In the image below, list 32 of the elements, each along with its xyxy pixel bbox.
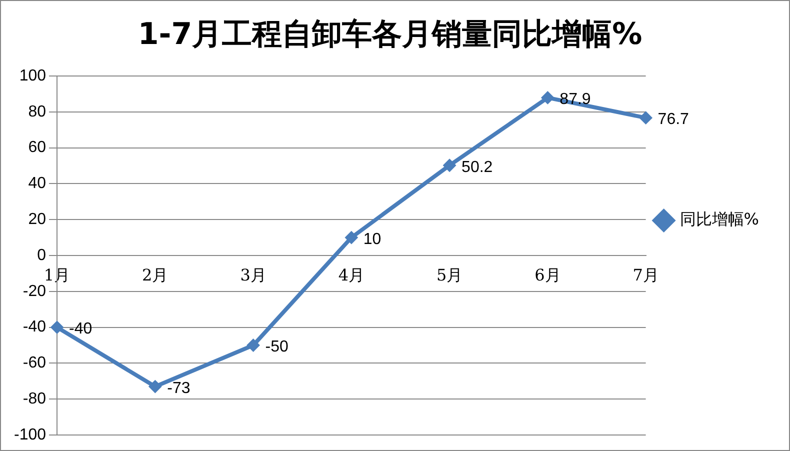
y-tick-label: 60 xyxy=(28,139,46,156)
point xyxy=(344,231,358,244)
x-tick-label: 6月 xyxy=(534,265,561,284)
data-label: -50 xyxy=(265,338,289,356)
point xyxy=(148,380,162,394)
point xyxy=(541,91,554,104)
x-tick-label: 7月 xyxy=(632,265,659,284)
legend-label: 同比增幅% xyxy=(680,210,759,229)
y-tick-label: -20 xyxy=(22,282,46,300)
point xyxy=(443,158,456,172)
x-tick-label: 4月 xyxy=(338,265,365,284)
data-label: 50.2 xyxy=(462,158,493,176)
y-tick-label: 20 xyxy=(28,211,46,228)
x-tick-label: 3月 xyxy=(240,265,266,284)
x-tick-label: 5月 xyxy=(436,265,463,284)
y-tick-label: 100 xyxy=(19,67,46,84)
y-tick-label: 0 xyxy=(37,246,46,264)
y-tick-label: -100 xyxy=(14,426,46,444)
x-tick-label: 1月 xyxy=(44,265,70,284)
data-label: 76.7 xyxy=(658,111,690,128)
chart-title: 1-7月工程自卸车各月销量同比增幅% xyxy=(138,16,642,52)
y-tick-label: -80 xyxy=(22,390,46,408)
y-tick-label: -60 xyxy=(22,354,46,372)
data-label: -73 xyxy=(167,380,190,397)
y-tick-label: 80 xyxy=(28,103,46,120)
data-label: 10 xyxy=(363,230,382,248)
x-tick-label: 2月 xyxy=(142,265,168,284)
point xyxy=(639,111,652,124)
y-tick-label: -40 xyxy=(22,318,46,336)
y-tick-label: 40 xyxy=(28,175,46,192)
point xyxy=(246,338,260,352)
data-label: -40 xyxy=(69,320,92,338)
